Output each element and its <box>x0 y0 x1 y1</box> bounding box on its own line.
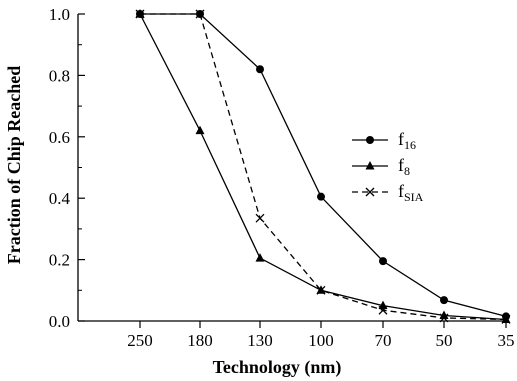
series-fSIA <box>135 9 511 324</box>
point-x <box>501 315 511 324</box>
point-x <box>378 305 388 315</box>
point-x <box>316 285 326 295</box>
legend-label: f16 <box>398 129 416 152</box>
y-tick-label: 0.2 <box>49 251 70 270</box>
axes: 0.0 0.2 0.4 0.6 0.8 1.0 250 180 130 100 70 50 35 <box>49 5 515 350</box>
point-triangle <box>365 161 375 170</box>
legend-label-main: f <box>398 129 404 149</box>
x-axis-title: Technology (nm) <box>213 357 342 378</box>
point-circle <box>366 136 374 144</box>
x-tick-label: 70 <box>375 331 392 350</box>
y-tick-label: 0.8 <box>49 66 70 85</box>
point-x-stroke <box>135 9 145 19</box>
x-tick-label: 130 <box>247 331 273 350</box>
series-f8 <box>135 9 511 323</box>
point-circle <box>440 296 448 305</box>
point-x-stroke <box>316 285 326 295</box>
point-triangle <box>439 310 449 319</box>
legend-label-subscript: SIA <box>404 190 424 204</box>
legend-label-subscript: 16 <box>404 138 416 152</box>
legend-item-f16: f16 <box>352 129 416 152</box>
point-triangle <box>255 253 265 262</box>
x-tick-label: 180 <box>187 331 213 350</box>
point-x-stroke <box>501 315 511 324</box>
y-tick-label: 1.0 <box>49 5 70 24</box>
point-x <box>255 213 265 223</box>
point-triangle <box>195 125 205 135</box>
x-tick-label: 50 <box>436 331 453 350</box>
y-tick-label: 0.6 <box>49 128 70 147</box>
point-x-stroke <box>439 313 449 323</box>
point-circle <box>317 192 325 201</box>
series-line <box>139 13 507 321</box>
x-tick-label: 250 <box>127 331 153 350</box>
series-layer <box>135 9 511 324</box>
point-x <box>365 187 375 197</box>
legend-item-fSIA: fSIA <box>352 181 424 204</box>
point-x-stroke <box>365 187 375 197</box>
legend-label-subscript: 8 <box>404 164 410 178</box>
x-tick-label: 35 <box>498 331 515 350</box>
point-x-stroke <box>195 9 205 19</box>
legend-item-f8: f8 <box>352 155 410 178</box>
point-triangle <box>378 300 388 310</box>
legend-label-main: f <box>398 181 404 201</box>
legend-label-main: f <box>398 155 404 175</box>
y-axis-title: Fraction of Chip Reached <box>4 66 24 264</box>
point-x <box>439 313 449 323</box>
series-f16 <box>136 10 510 321</box>
y-tick-label: 0.0 <box>49 312 70 331</box>
series-line <box>140 13 507 321</box>
legend-label: f8 <box>398 155 410 178</box>
point-x <box>195 9 205 19</box>
point-x <box>135 9 145 19</box>
point-circle <box>379 257 387 266</box>
point-x-stroke <box>378 305 388 315</box>
x-tick-label: 100 <box>308 331 334 350</box>
y-tick-label: 0.4 <box>49 189 71 208</box>
point-circle <box>256 65 264 74</box>
series-line <box>140 13 507 318</box>
legend-label: fSIA <box>398 181 424 204</box>
point-x-stroke <box>255 213 265 223</box>
